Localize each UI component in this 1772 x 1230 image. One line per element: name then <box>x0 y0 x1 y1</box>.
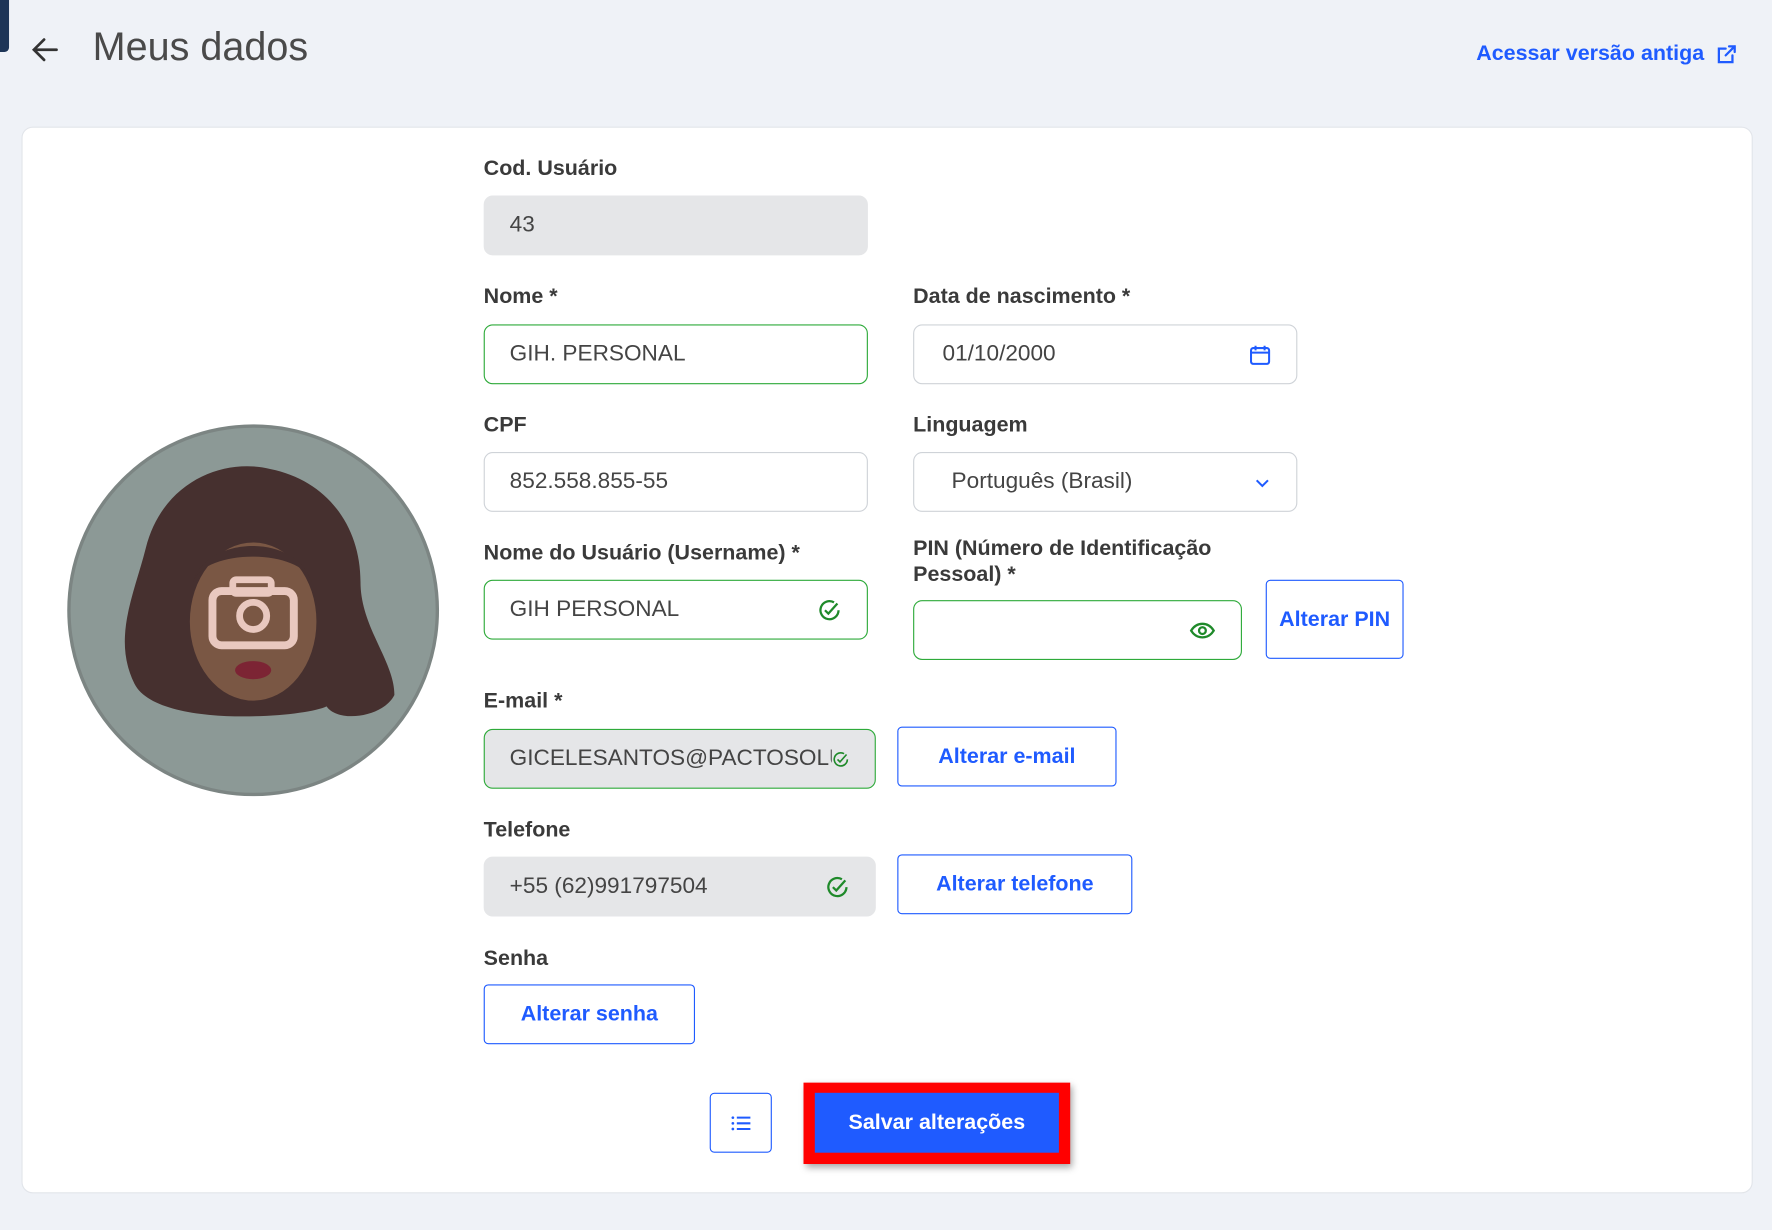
save-highlight: Salvar alterações <box>803 1082 1071 1165</box>
alterar-telefone-button[interactable]: Alterar telefone <box>897 854 1133 915</box>
cod-usuario-field: 43 <box>483 195 868 256</box>
username-input[interactable]: GIH PERSONAL <box>483 579 868 640</box>
cpf-label: CPF <box>483 413 527 438</box>
eye-icon[interactable] <box>1189 620 1216 640</box>
username-label: Nome do Usuário (Username) * <box>483 541 800 566</box>
page-title: Meus dados <box>92 24 309 69</box>
data-nascimento-value: 01/10/2000 <box>942 341 1056 367</box>
list-button[interactable] <box>709 1092 772 1153</box>
old-version-label: Acessar versão antiga <box>1476 41 1705 66</box>
chevron-down-icon <box>1255 479 1269 487</box>
external-link-icon <box>1717 45 1736 64</box>
email-label: E-mail * <box>483 689 563 714</box>
avatar-upload[interactable] <box>67 424 440 797</box>
pin-label: PIN (Número de Identificação Pessoal) * <box>913 536 1212 587</box>
cpf-value: 852.558.855-55 <box>509 468 669 494</box>
check-circle-icon <box>819 599 840 620</box>
telefone-input: +55 (62)991797504 <box>483 856 876 917</box>
pin-input[interactable] <box>913 600 1242 660</box>
back-arrow-icon[interactable] <box>29 34 61 66</box>
nome-value: GIH. PERSONAL <box>509 341 686 367</box>
cod-usuario-label: Cod. Usuário <box>483 157 618 181</box>
check-circle-icon <box>827 876 848 897</box>
alterar-senha-button[interactable]: Alterar senha <box>483 984 696 1045</box>
data-nascimento-input[interactable]: 01/10/2000 <box>913 324 1298 385</box>
cpf-input[interactable]: 852.558.855-55 <box>483 452 868 512</box>
alterar-pin-button[interactable]: Alterar PIN <box>1265 579 1404 659</box>
email-input: GICELESANTOS@PACTOSOLUCOES <box>483 728 876 789</box>
nome-label: Nome * <box>483 284 558 309</box>
telefone-value: +55 (62)991797504 <box>509 873 708 899</box>
email-value: GICELESANTOS@PACTOSOLUCOES <box>509 745 832 771</box>
alterar-email-button[interactable]: Alterar e-mail <box>897 726 1117 787</box>
username-value: GIH PERSONAL <box>509 596 680 622</box>
cod-usuario-value: 43 <box>509 212 535 238</box>
old-version-link[interactable]: Acessar versão antiga <box>1476 42 1738 67</box>
check-circle-icon <box>833 751 849 767</box>
data-nascimento-label: Data de nascimento * <box>913 284 1131 309</box>
list-icon <box>730 1115 750 1130</box>
calendar-icon[interactable] <box>1249 343 1272 366</box>
linguagem-label: Linguagem <box>913 413 1028 438</box>
linguagem-select[interactable]: Português (Brasil) <box>913 452 1298 512</box>
side-tab-marker <box>0 0 10 52</box>
senha-label: Senha <box>483 947 549 971</box>
telefone-label: Telefone <box>483 818 571 842</box>
save-button[interactable]: Salvar alterações <box>814 1092 1059 1153</box>
linguagem-value: Português (Brasil) <box>951 468 1133 494</box>
nome-input[interactable]: GIH. PERSONAL <box>483 324 868 385</box>
